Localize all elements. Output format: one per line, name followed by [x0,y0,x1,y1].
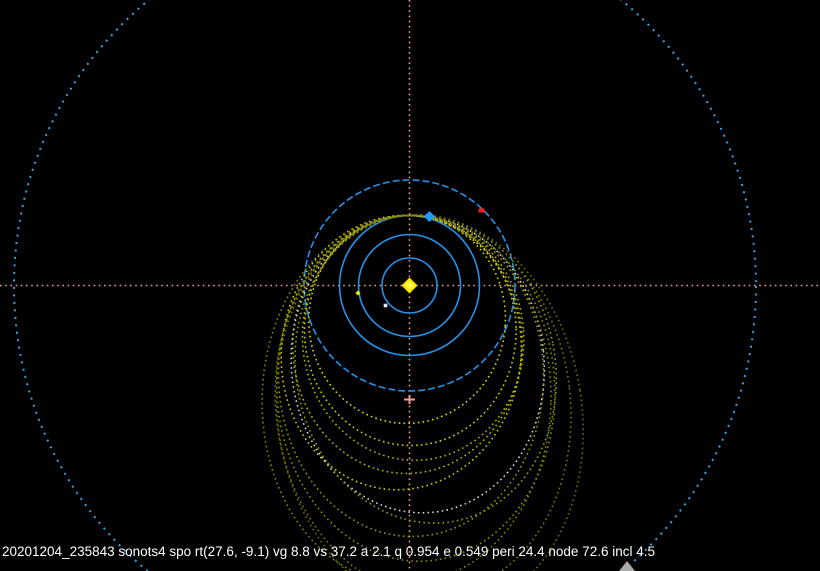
meteor-orbit-4 [291,214,523,475]
jupiter-orbit-circle [13,0,757,571]
meteor-orbit-10 [261,214,552,571]
meteor-orbit-3 [301,214,525,462]
sun-marker-core [405,281,414,290]
mercury-marker [383,303,388,308]
meteor-orbit-6 [290,214,546,514]
status-text: 20201204_235843 sonots4 spo rt(27.6, -9.… [2,544,655,559]
axis-tick-marker-vertical [408,395,411,404]
meteor-orbit-7 [294,213,558,524]
meteor-orbit-11 [274,214,572,571]
status-bar: 20201204_235843 sonots4 spo rt(27.6, -9.… [2,544,655,560]
orbit-circle-mercury [381,257,438,314]
resize-grip-icon[interactable] [619,561,635,571]
orbit-circle-venus [357,233,462,338]
earth-marker [424,211,435,222]
meteor-orbit-12 [275,214,584,571]
meteor-orbit-9 [275,214,556,562]
venus-marker [355,290,361,296]
meteor-orbit-2 [303,214,517,447]
radiant-marker [478,208,485,213]
